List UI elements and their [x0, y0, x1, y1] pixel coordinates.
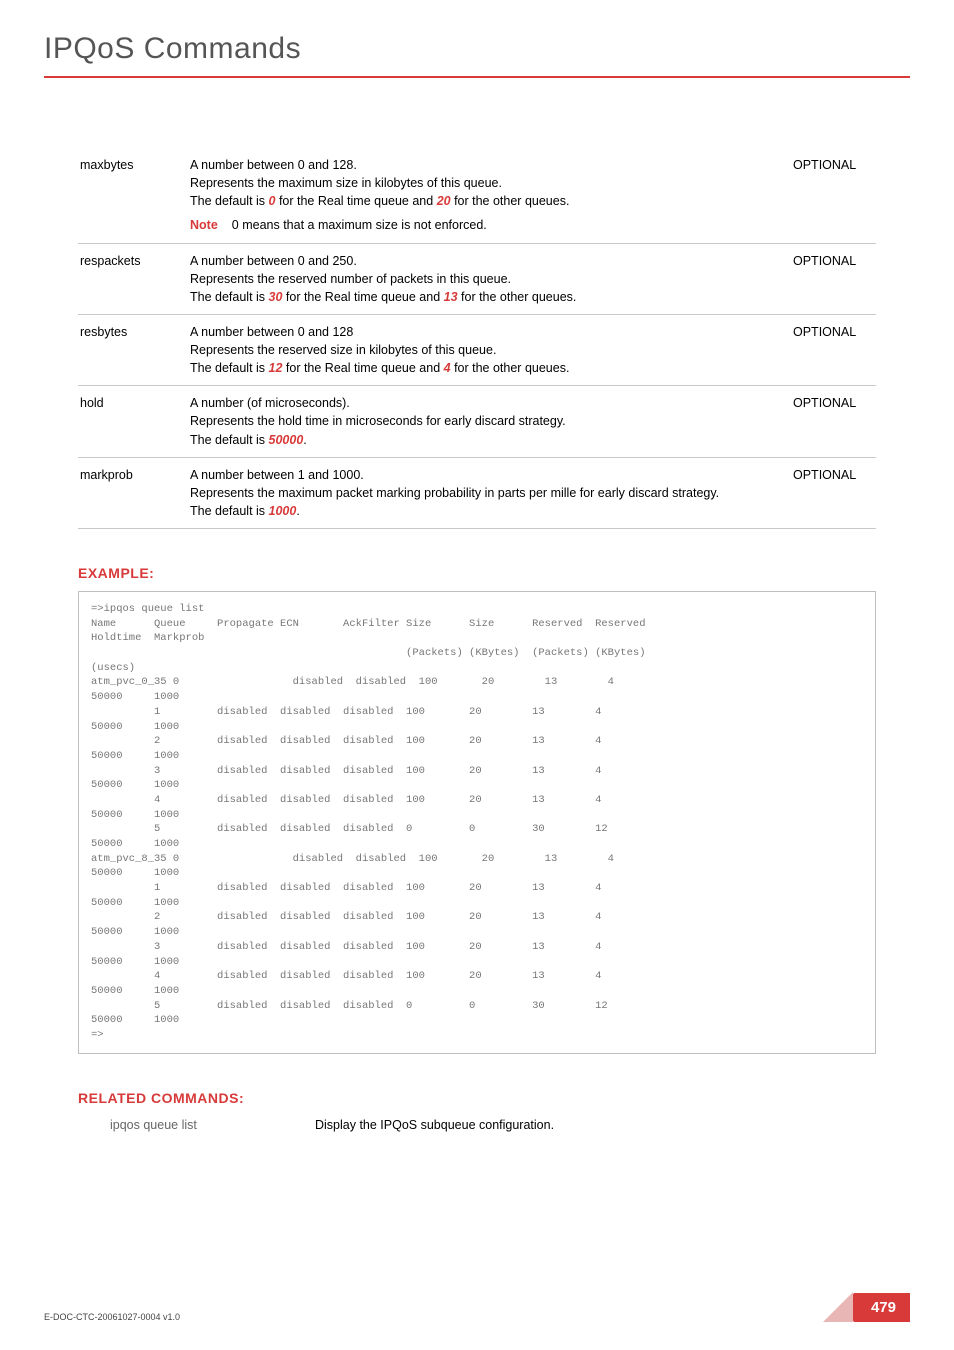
table-row: resbytes A number between 0 and 128 Repr…	[78, 314, 876, 385]
example-heading: EXAMPLE:	[78, 565, 954, 581]
related-heading: RELATED COMMANDS:	[78, 1090, 954, 1106]
note-label: Note	[190, 216, 218, 234]
table-row: maxbytes A number between 0 and 128. Rep…	[78, 148, 876, 243]
default-value: 50000	[269, 433, 304, 447]
param-line: The default is	[190, 194, 269, 208]
default-value: 13	[444, 290, 458, 304]
param-description: A number between 0 and 250. Represents t…	[188, 243, 791, 314]
param-name: resbytes	[78, 314, 188, 385]
param-description: A number between 0 and 128. Represents t…	[188, 148, 791, 243]
param-line: .	[296, 504, 299, 518]
page-title: IPQoS Commands	[0, 0, 954, 66]
param-optional: OPTIONAL	[791, 457, 876, 528]
example-code-block: =>ipqos queue list Name Queue Propagate …	[78, 591, 876, 1054]
related-description: Display the IPQoS subqueue configuration…	[315, 1118, 554, 1132]
default-value: 20	[437, 194, 451, 208]
param-description: A number between 1 and 1000. Represents …	[188, 457, 791, 528]
title-rule	[44, 76, 910, 78]
param-line: for the other queues.	[458, 290, 577, 304]
param-line: The default is	[190, 290, 269, 304]
param-line: .	[303, 433, 306, 447]
page-number: 479	[853, 1293, 910, 1322]
param-line: A number between 1 and 1000.	[190, 468, 364, 482]
param-optional: OPTIONAL	[791, 386, 876, 457]
param-line: A number (of microseconds).	[190, 396, 350, 410]
default-value: 30	[269, 290, 283, 304]
related-row: ipqos queue list Display the IPQoS subqu…	[110, 1118, 954, 1132]
document-id: E-DOC-CTC-20061027-0004 v1.0	[44, 1312, 180, 1322]
param-line: for the Real time queue and	[282, 290, 443, 304]
param-line: A number between 0 and 128	[190, 325, 353, 339]
param-line: A number between 0 and 128.	[190, 158, 357, 172]
default-value: 12	[269, 361, 283, 375]
table-row: hold A number (of microseconds). Represe…	[78, 386, 876, 457]
note-text: 0 means that a maximum size is not enfor…	[232, 216, 785, 234]
param-line: for the other queues.	[451, 194, 570, 208]
param-line: for the Real time queue and	[282, 361, 443, 375]
param-optional: OPTIONAL	[791, 314, 876, 385]
page-number-badge: 479	[853, 1293, 910, 1322]
param-line: The default is	[190, 361, 269, 375]
param-line: Represents the maximum size in kilobytes…	[190, 176, 502, 190]
param-line: Represents the reserved size in kilobyte…	[190, 343, 496, 357]
table-row: respackets A number between 0 and 250. R…	[78, 243, 876, 314]
param-name: markprob	[78, 457, 188, 528]
param-optional: OPTIONAL	[791, 243, 876, 314]
param-line: The default is	[190, 504, 269, 518]
param-line: Represents the hold time in microseconds…	[190, 414, 566, 428]
param-line: for the other queues.	[451, 361, 570, 375]
param-line: Represents the maximum packet marking pr…	[190, 486, 719, 500]
note-row: Note 0 means that a maximum size is not …	[190, 216, 785, 234]
default-value: 1000	[269, 504, 297, 518]
param-line: A number between 0 and 250.	[190, 254, 357, 268]
param-name: hold	[78, 386, 188, 457]
param-name: maxbytes	[78, 148, 188, 243]
param-line: The default is	[190, 433, 269, 447]
param-line: Represents the reserved number of packet…	[190, 272, 511, 286]
default-value: 4	[444, 361, 451, 375]
param-optional: OPTIONAL	[791, 148, 876, 243]
parameter-table: maxbytes A number between 0 and 128. Rep…	[78, 148, 876, 529]
related-command: ipqos queue list	[110, 1118, 315, 1132]
page-footer: E-DOC-CTC-20061027-0004 v1.0 479	[44, 1293, 910, 1322]
param-description: A number between 0 and 128 Represents th…	[188, 314, 791, 385]
param-description: A number (of microseconds). Represents t…	[188, 386, 791, 457]
param-name: respackets	[78, 243, 188, 314]
param-line: for the Real time queue and	[275, 194, 436, 208]
table-row: markprob A number between 1 and 1000. Re…	[78, 457, 876, 528]
